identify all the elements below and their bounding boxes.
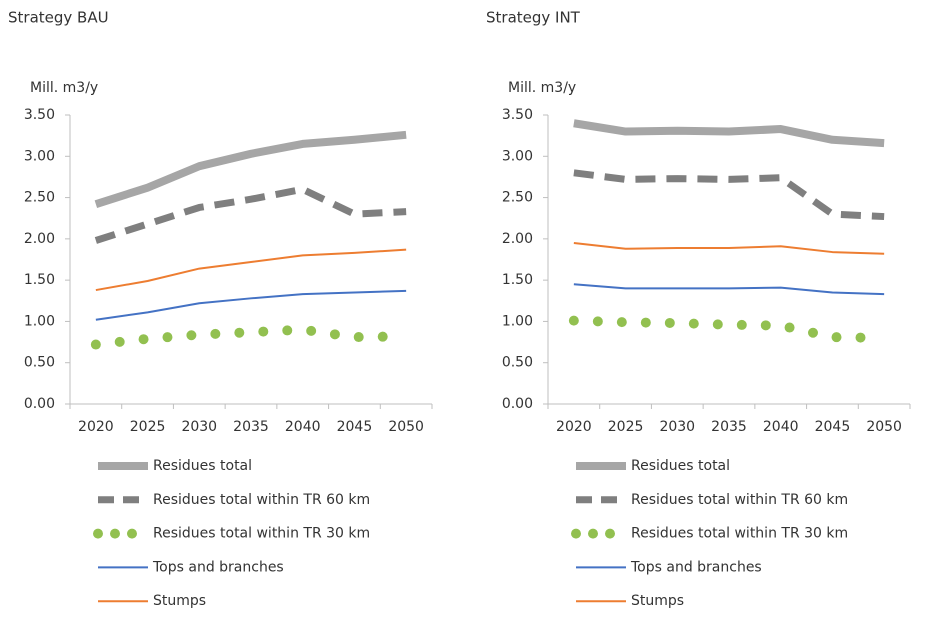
series-line [90,324,412,350]
series-line [568,315,890,343]
y-tick-label: 2.00 [502,231,533,247]
x-tick-label: 2030 [659,419,695,435]
y-tick-label: 3.50 [502,107,533,123]
y-tick-label: 0.50 [502,355,533,371]
x-tick-label: 2040 [285,419,321,435]
series-line [573,119,885,148]
legend-label: Residues total within TR 60 km [153,492,370,508]
legend-label: Tops and branches [152,559,284,575]
y-tick-label: 2.50 [502,190,533,206]
legend-label: Residues total within TR 60 km [631,492,848,508]
x-tick-label: 2035 [233,419,269,435]
y-axis-label: Mill. m3/y [508,80,576,96]
legend-label: Residues total within TR 30 km [631,526,848,542]
y-tick-label: 3.50 [24,107,55,123]
y-tick-label: 0.00 [24,396,55,412]
series-line [573,241,885,255]
x-tick-label: 2020 [556,419,592,435]
series-line [94,185,407,244]
legend-label: Residues total within TR 30 km [153,526,370,542]
y-axis-label: Mill. m3/y [30,80,98,96]
y-tick-label: 0.50 [24,355,55,371]
y-tick-label: 2.50 [24,190,55,206]
x-tick-label: 2025 [130,419,166,435]
series-line [94,130,407,208]
legend-label: Tops and branches [630,559,762,575]
series-line [573,169,885,221]
legend-label: Stumps [153,593,206,609]
chart-title: Strategy INT [486,9,581,27]
y-tick-label: 1.50 [24,272,55,288]
series-line [95,248,407,292]
x-tick-label: 2040 [763,419,799,435]
legend-label: Stumps [631,593,684,609]
x-tick-label: 2020 [78,419,114,435]
y-tick-label: 0.00 [502,396,533,412]
series-line [95,289,407,321]
y-tick-label: 3.00 [24,148,55,164]
x-tick-label: 2045 [337,419,373,435]
y-tick-label: 1.00 [502,313,533,329]
x-tick-label: 2025 [608,419,644,435]
x-tick-label: 2030 [181,419,217,435]
y-tick-label: 1.00 [24,313,55,329]
x-tick-label: 2050 [388,419,424,435]
chart-title: Strategy BAU [8,9,109,27]
y-tick-label: 1.50 [502,272,533,288]
series-line [573,283,885,296]
x-tick-label: 2045 [815,419,851,435]
x-tick-label: 2035 [711,419,747,435]
legend-label: Residues total [153,458,252,474]
x-tick-label: 2050 [866,419,902,435]
y-tick-label: 3.00 [502,148,533,164]
legend-label: Residues total [631,458,730,474]
y-tick-label: 2.00 [24,231,55,247]
